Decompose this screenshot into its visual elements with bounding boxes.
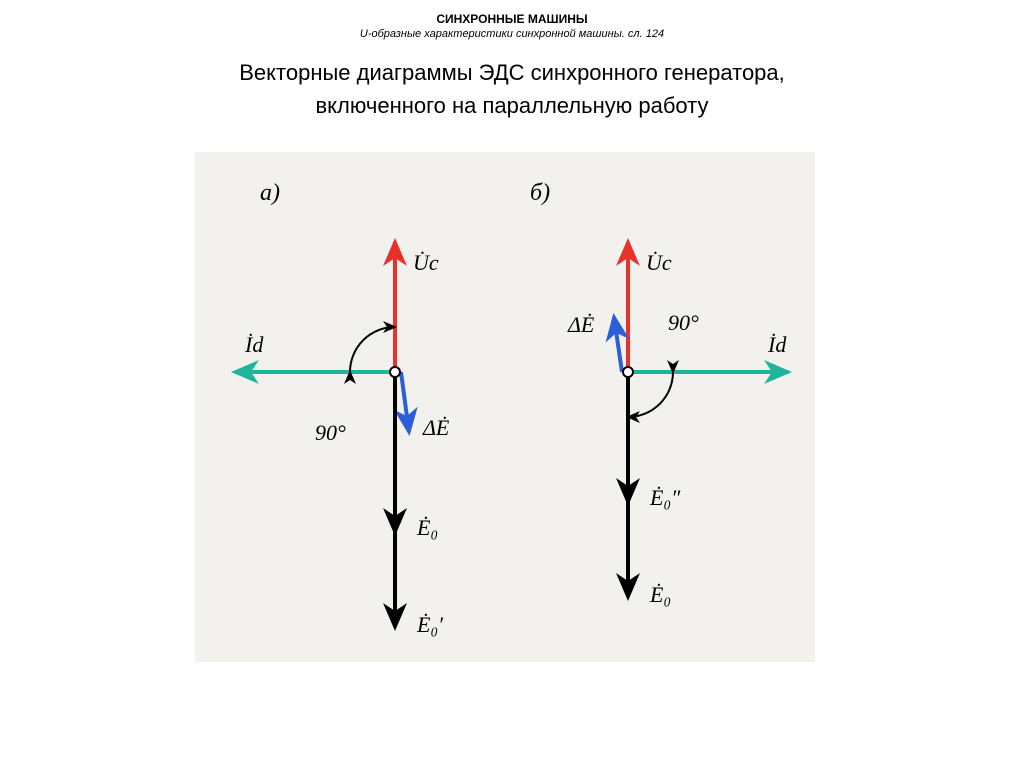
title-line2: включенного на параллельную работу	[0, 89, 1024, 122]
panel-a-label-E0p: Ė₀′	[417, 612, 443, 638]
panel-a-label-Uc: U̇c	[413, 250, 439, 276]
header-line1: СИНХРОННЫЕ МАШИНЫ	[0, 12, 1024, 26]
panel-b-label-E0pp: Ė₀″	[650, 485, 680, 511]
panel-b-label-Id: İd	[768, 332, 786, 358]
panel-a-angle-label: 90°	[315, 420, 346, 446]
header: СИНХРОННЫЕ МАШИНЫ U-образные характерист…	[0, 0, 1024, 40]
title-line1: Векторные диаграммы ЭДС синхронного гене…	[0, 56, 1024, 89]
panel-a-panel-label: а)	[260, 180, 280, 207]
vector-diagram-svg	[0, 142, 1024, 702]
title: Векторные диаграммы ЭДС синхронного гене…	[0, 56, 1024, 122]
panel-b-label-E0: Ė₀	[650, 582, 671, 608]
panel-a-label-E0: Ė₀	[417, 515, 438, 541]
diagram-area: U̇c İd ΔĖ Ė₀ Ė₀′ 90° а) U̇c ΔĖ İd Ė₀″ Ė₀ 90° б)	[0, 142, 1024, 702]
panel-b-label-Uc: U̇c	[646, 250, 672, 276]
panel-a-label-Id: İd	[245, 332, 263, 358]
header-line2: U-образные характеристики синхронной маш…	[0, 28, 1024, 40]
panel-a-label-dE: ΔĖ	[423, 415, 449, 441]
panel-b-angle-label: 90°	[668, 310, 699, 336]
panel-b-panel-label: б)	[530, 180, 550, 207]
panel-b-label-dE: ΔĖ	[568, 312, 594, 338]
